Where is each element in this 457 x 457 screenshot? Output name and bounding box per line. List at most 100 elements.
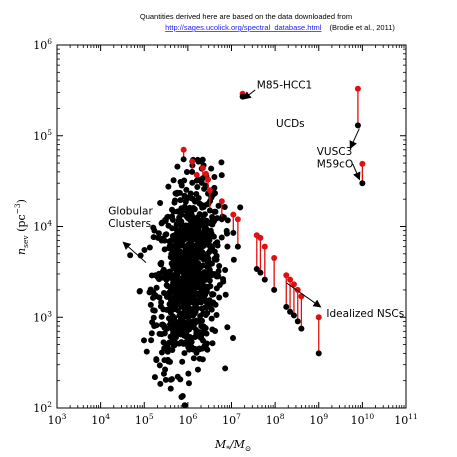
x-tick-label: 1011	[394, 412, 418, 427]
idealized-point	[193, 171, 200, 178]
globular-cluster-point	[165, 183, 172, 190]
globular-cluster-point	[216, 282, 223, 289]
globular-cluster-point	[147, 286, 154, 293]
observed-point	[287, 308, 294, 315]
globular-cluster-point	[174, 244, 181, 251]
idealized-point	[359, 160, 366, 167]
globular-cluster-point	[185, 380, 192, 387]
globular-cluster-point	[237, 204, 244, 211]
globular-cluster-point	[173, 319, 180, 326]
globular-cluster-point	[216, 294, 223, 301]
globular-cluster-point	[202, 343, 209, 350]
idealized-point	[205, 176, 212, 183]
globular-cluster-point	[202, 311, 209, 318]
globular-cluster-point	[193, 250, 200, 257]
globular-cluster-point	[188, 234, 195, 241]
x-axis-label: M*/M⊙	[214, 438, 251, 453]
globular-cluster-point	[195, 158, 202, 165]
globular-cluster-point	[148, 337, 155, 344]
globular-cluster-point	[192, 256, 199, 263]
globular-cluster-point	[186, 222, 193, 229]
annotation-globular: Globular Clusters	[108, 206, 153, 231]
observed-point	[359, 180, 366, 187]
globular-cluster-point	[190, 274, 197, 281]
globular-cluster-point	[192, 198, 199, 205]
idealized-point	[261, 243, 268, 250]
globular-cluster-point	[169, 225, 176, 232]
globular-cluster-point	[187, 190, 194, 197]
globular-cluster-point	[155, 230, 162, 237]
globular-cluster-point	[196, 271, 203, 278]
idealized-point	[287, 276, 294, 283]
globular-cluster-point	[173, 331, 180, 338]
globular-cluster-point	[191, 318, 198, 325]
globular-cluster-point	[221, 204, 228, 211]
globular-cluster-point	[148, 330, 155, 337]
observed-point	[206, 207, 213, 214]
globular-cluster-point	[208, 165, 215, 172]
idealized-point	[202, 170, 209, 177]
globular-cluster-point	[140, 337, 147, 344]
globular-cluster-point	[157, 380, 164, 387]
globular-cluster-point	[181, 274, 188, 281]
globular-cluster-point	[188, 288, 195, 295]
observed-point	[230, 229, 237, 236]
observed-point	[298, 325, 305, 332]
y-tick-label: 102	[33, 400, 52, 415]
globular-cluster-point	[149, 319, 156, 326]
x-tick-label: 104	[91, 412, 110, 427]
globular-cluster-point	[167, 242, 174, 249]
idealized-point	[290, 281, 297, 288]
globular-cluster-point	[181, 192, 188, 199]
annotation-arrow	[285, 282, 322, 308]
globular-cluster-point	[177, 179, 184, 186]
globular-cluster-point	[158, 313, 165, 320]
globular-cluster-point	[156, 330, 163, 337]
globular-cluster-point	[174, 228, 181, 235]
globular-cluster-point	[188, 338, 195, 345]
idealized-point	[206, 187, 213, 194]
source-link[interactable]: http://sages.ucolick.org/spectral_databa…	[165, 23, 322, 32]
globular-cluster-point	[224, 243, 231, 250]
globular-cluster-point	[152, 292, 159, 299]
globular-cluster-point	[222, 291, 229, 298]
globular-cluster-point	[218, 159, 225, 166]
globular-cluster-point	[172, 235, 179, 242]
globular-cluster-point	[167, 385, 174, 392]
globular-cluster-point	[174, 293, 181, 300]
globular-cluster-point	[179, 358, 186, 365]
globular-cluster-point	[180, 318, 187, 325]
globular-cluster-point	[183, 186, 190, 193]
globular-cluster-point	[211, 216, 218, 223]
globular-cluster-point	[213, 312, 220, 319]
globular-cluster-point	[164, 342, 171, 349]
globular-cluster-point	[146, 244, 153, 251]
globular-cluster-point	[156, 362, 163, 369]
globular-cluster-point	[147, 301, 154, 308]
globular-cluster-point	[190, 215, 197, 222]
observed-point	[253, 266, 260, 273]
globular-cluster-point	[210, 233, 217, 240]
globular-cluster-point	[198, 179, 205, 186]
globular-cluster-point	[209, 340, 216, 347]
globular-cluster-point	[206, 277, 213, 284]
globular-cluster-point	[150, 314, 157, 321]
globular-cluster-point	[148, 272, 155, 279]
idealized-point	[199, 165, 206, 172]
globular-cluster-point	[165, 306, 172, 313]
globular-cluster-point	[196, 293, 203, 300]
globular-cluster-point	[200, 323, 207, 330]
idealized-point	[234, 216, 241, 223]
globular-cluster-point	[186, 209, 193, 216]
annotation-arrow	[122, 241, 147, 263]
globular-cluster-point	[158, 349, 165, 356]
globular-cluster-point	[181, 254, 188, 261]
globular-cluster-point	[176, 267, 183, 274]
globular-cluster-point	[230, 334, 237, 341]
globular-cluster-point	[170, 177, 177, 184]
axis-ticks: 103 104 105 106 107 108 109 1010 101110210310410…	[33, 37, 418, 427]
observed-point	[199, 175, 206, 182]
globular-cluster-point	[199, 218, 206, 225]
globular-cluster-point	[194, 304, 201, 311]
x-tick-label: 108	[266, 412, 285, 427]
